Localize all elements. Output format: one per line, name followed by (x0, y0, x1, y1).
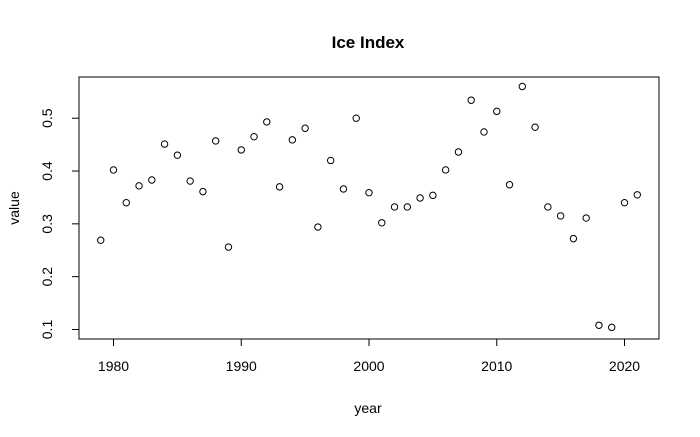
data-point (531, 123, 539, 131)
data-point (288, 136, 297, 144)
x-tick-label: 2010 (481, 358, 512, 374)
data-point (263, 118, 271, 126)
y-tick-label: 0.2 (39, 267, 55, 287)
data-point (314, 223, 322, 231)
data-point (441, 166, 450, 174)
data-point (493, 107, 501, 116)
data-point (186, 177, 194, 185)
x-tick-label: 1990 (226, 358, 257, 374)
data-point (173, 151, 182, 159)
data-point (199, 187, 207, 196)
data-point (275, 183, 284, 191)
y-tick-label: 0.5 (39, 108, 55, 128)
data-point (505, 181, 514, 189)
y-tick-label: 0.4 (39, 161, 55, 181)
y-axis: 0.1 0.2 0.3 0.4 0.5 (39, 108, 80, 340)
data-point (109, 166, 118, 174)
data-point (480, 128, 488, 136)
data-point (237, 146, 245, 154)
data-point (582, 214, 590, 222)
x-tick-label: 2000 (353, 358, 384, 374)
data-point (429, 191, 437, 200)
data-point (403, 203, 412, 211)
data-point (122, 199, 130, 207)
data-point (211, 137, 220, 145)
data-point (416, 194, 424, 202)
data-point (595, 321, 603, 329)
data-point (97, 236, 105, 244)
y-tick-label: 0.3 (39, 214, 55, 234)
y-tick-label: 0.1 (39, 320, 55, 340)
data-point (148, 176, 156, 184)
chart-title: Ice Index (332, 33, 405, 52)
data-point (544, 203, 552, 211)
data-point (390, 203, 399, 211)
data-point (467, 96, 475, 104)
data-point (556, 212, 565, 220)
data-point (160, 140, 169, 148)
data-point (250, 132, 258, 141)
data-points (97, 82, 641, 332)
data-point (301, 124, 309, 132)
x-tick-label: 1980 (98, 358, 129, 374)
y-axis-label: value (6, 191, 22, 225)
data-point (352, 114, 360, 122)
data-point (620, 199, 629, 207)
data-point (378, 219, 386, 227)
x-tick-label: 2020 (609, 358, 640, 374)
data-point (135, 182, 143, 190)
data-point (339, 185, 348, 193)
plot-frame (78, 76, 660, 340)
data-point (365, 188, 373, 197)
data-point (224, 243, 233, 251)
x-axis: 1980 1990 2000 2010 2020 (98, 338, 640, 374)
data-point (633, 191, 641, 199)
x-axis-label: year (354, 400, 382, 416)
data-point (518, 82, 527, 91)
data-point (569, 234, 578, 243)
data-point (608, 323, 616, 332)
data-point (326, 156, 335, 165)
data-point (454, 148, 463, 156)
